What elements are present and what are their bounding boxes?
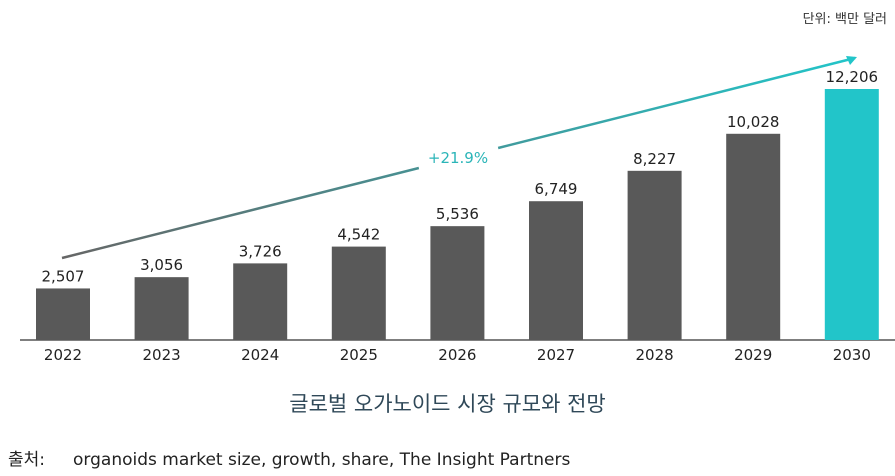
x-tick-2023: 2023 (143, 346, 181, 364)
bar-2026 (430, 226, 485, 340)
value-label-2026: 5,536 (436, 205, 479, 223)
value-label-2025: 4,542 (337, 226, 380, 244)
source-text: organoids market size, growth, share, Th… (73, 450, 571, 470)
bar-2030 (824, 89, 879, 340)
value-label-2024: 3,726 (239, 242, 282, 260)
bar-2029 (726, 133, 781, 340)
x-tick-2030: 2030 (833, 346, 871, 364)
bar-2027 (529, 201, 583, 340)
value-label-2028: 8,227 (633, 150, 676, 168)
x-tick-2029: 2029 (734, 346, 772, 364)
value-label-2022: 2,507 (42, 267, 85, 285)
value-label-2030: 12,206 (826, 68, 879, 86)
x-tick-2024: 2024 (241, 346, 279, 364)
value-label-2029: 10,028 (727, 113, 780, 131)
x-tick-2027: 2027 (537, 346, 575, 364)
x-tick-2028: 2028 (636, 346, 674, 364)
bar-2024 (233, 263, 288, 340)
trend-arrowhead (846, 56, 857, 65)
source-label: 출처: (8, 450, 46, 470)
value-label-2027: 6,749 (535, 180, 578, 198)
unit-label: 단위: 백만 달러 (802, 12, 887, 27)
bar-2022 (36, 288, 90, 340)
bar-2028 (627, 170, 682, 340)
trend-arrow-line (61, 56, 856, 260)
x-tick-2022: 2022 (44, 346, 82, 364)
bar-chart: 2,507 2022 3,056 2023 3,726 2024 4,542 2025 5,53… (20, 56, 895, 364)
bar-2025 (331, 246, 386, 340)
chart-title: 글로벌 오가노이드 시장 규모와 전망 (289, 392, 606, 416)
x-tick-2025: 2025 (340, 346, 378, 364)
bar-2023 (134, 277, 189, 340)
x-tick-2026: 2026 (438, 346, 476, 364)
value-label-2023: 3,056 (140, 256, 183, 274)
growth-label: +21.9% (428, 149, 488, 167)
source-note: 출처: organoids market size, growth, share,… (8, 445, 598, 470)
